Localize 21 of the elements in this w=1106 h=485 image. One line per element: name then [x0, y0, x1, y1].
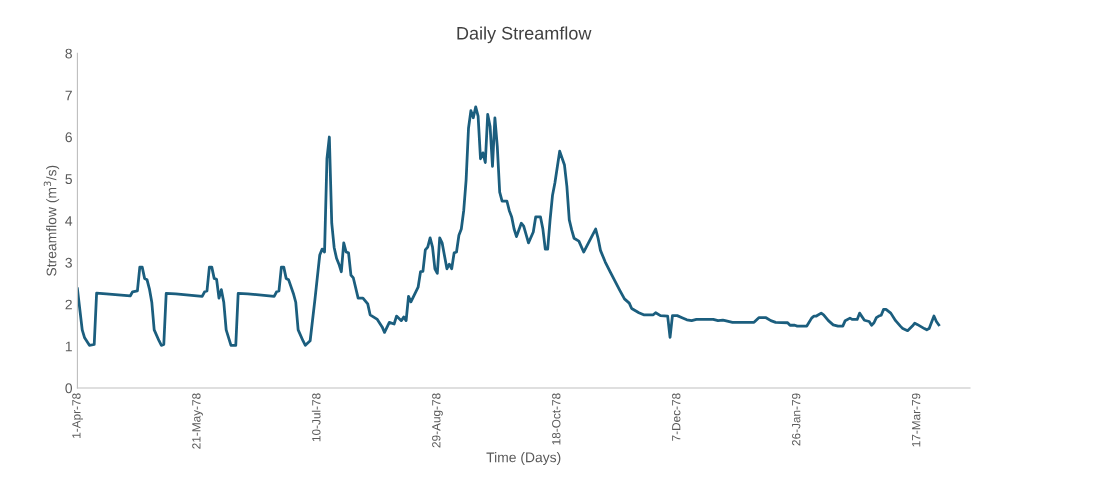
y-axis-title: Streamflow (m$^{3}$/s) [43, 165, 60, 276]
y-tick-label: 1 [65, 341, 72, 352]
x-tick-label: 29-Aug-78 [432, 393, 443, 448]
y-tick-label: 4 [65, 216, 73, 226]
x-tick-label: 18-Oct-78 [552, 393, 561, 445]
y-tick-label: 6 [65, 132, 72, 143]
x-tick-label: 10-Jul-78 [311, 393, 321, 442]
y-tick-label: 2 [65, 299, 72, 310]
y-tick-label: 8 [65, 48, 72, 59]
x-axis-title: Time (Days) [486, 452, 561, 466]
x-tick-label: 21-May-78 [192, 393, 203, 449]
y-tick-label: 7 [65, 90, 72, 101]
line-series [77, 105, 941, 347]
y-tick-label: 5 [65, 174, 72, 185]
y-tick-label: 3 [65, 257, 72, 268]
y-tick-label: 0 [65, 383, 73, 394]
x-tick-label: 26-Jan-79 [792, 393, 801, 446]
x-tick-label: 7-Dec-78 [672, 393, 681, 441]
chart-title: Daily Streamflow [457, 26, 592, 44]
x-tick-label: 1-Apr-78 [72, 393, 83, 438]
x-tick-label: 17-Mar-79 [911, 393, 921, 447]
